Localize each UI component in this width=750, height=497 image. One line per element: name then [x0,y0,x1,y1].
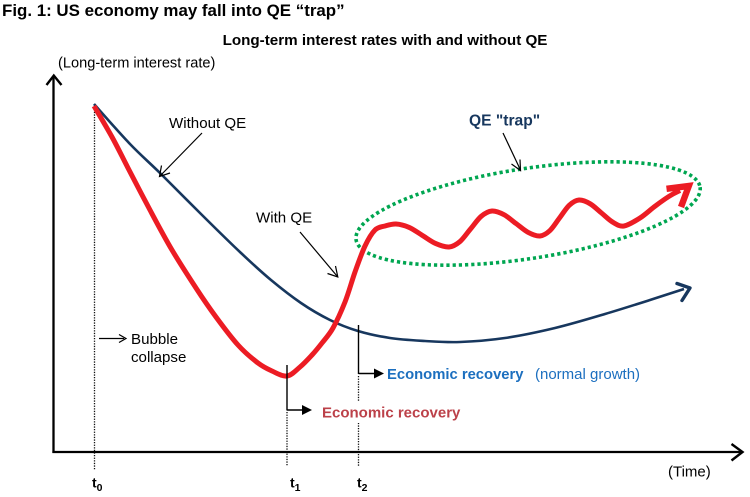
svg-text:Long-term interest rates with: Long-term interest rates with and withou… [223,32,548,49]
svg-text:Economic recovery: Economic recovery [387,367,524,383]
svg-text:QE "trap": QE "trap" [469,113,540,130]
svg-text:Bubble: Bubble [131,331,178,348]
svg-text:t2: t2 [357,475,368,495]
svg-text:t0: t0 [92,475,103,495]
svg-text:(Long-term interest rate): (Long-term interest rate) [58,56,215,72]
svg-text:(Time): (Time) [668,464,711,481]
svg-text:Fig. 1: US economy may fall in: Fig. 1: US economy may fall into QE “tra… [2,1,345,20]
svg-text:Economic recovery: Economic recovery [322,404,461,421]
svg-text:(normal growth): (normal growth) [535,366,640,383]
svg-text:Without QE: Without QE [169,115,246,132]
svg-text:With QE: With QE [256,210,312,227]
svg-text:t1: t1 [290,475,301,495]
svg-text:collapse: collapse [131,349,186,366]
